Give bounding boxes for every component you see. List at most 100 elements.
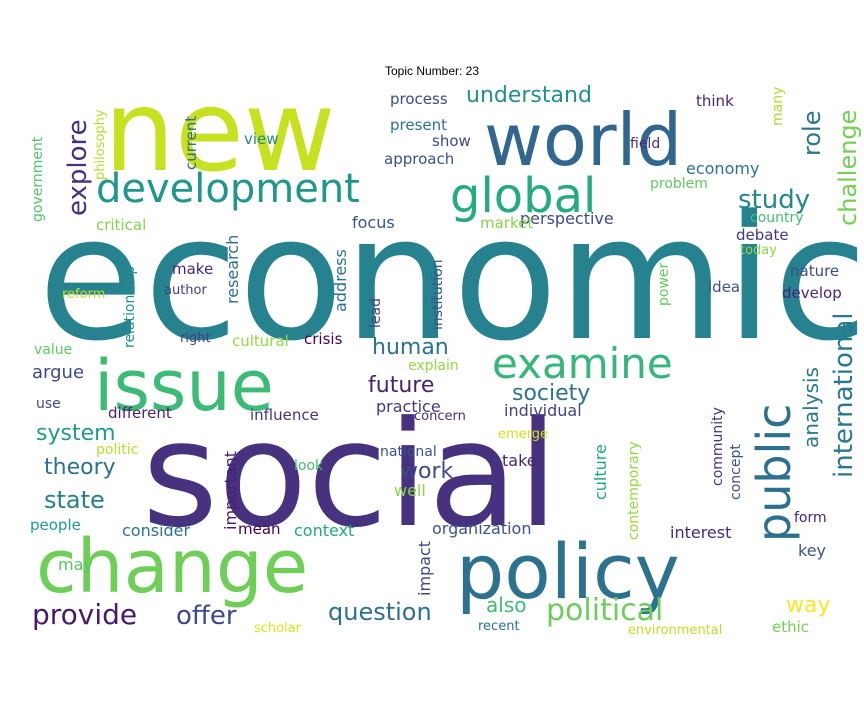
word-market: market bbox=[480, 214, 533, 232]
word-philosophy: philosophy bbox=[93, 109, 108, 180]
word-address: address bbox=[331, 249, 350, 312]
word-work: work bbox=[400, 459, 453, 484]
word-theory: theory bbox=[44, 455, 116, 480]
word-environmental: environmental bbox=[628, 623, 722, 638]
word-provide: provide bbox=[32, 598, 137, 631]
word-concern: concern bbox=[414, 409, 466, 424]
word-explain: explain bbox=[408, 358, 459, 374]
word-politic: politic bbox=[96, 442, 138, 458]
word-role: role bbox=[798, 111, 826, 156]
word-policy: policy bbox=[456, 527, 680, 616]
word-society: society bbox=[512, 381, 590, 406]
word-influence: influence bbox=[250, 406, 319, 424]
word-consider: consider bbox=[122, 521, 191, 540]
word-change: change bbox=[36, 524, 308, 610]
word-institution: institution bbox=[430, 259, 446, 330]
word-key: key bbox=[798, 541, 826, 560]
word-social: social bbox=[142, 390, 558, 560]
word-culture: culture bbox=[591, 444, 610, 500]
word-practice: practice bbox=[376, 397, 441, 416]
word-make: make bbox=[172, 260, 213, 278]
word-focus: focus bbox=[352, 213, 395, 232]
word-show: show bbox=[432, 132, 471, 150]
word-issue: issue bbox=[94, 345, 274, 427]
word-offer: offer bbox=[176, 601, 237, 631]
word-lead: lead bbox=[368, 298, 384, 328]
word-context: context bbox=[294, 521, 354, 540]
word-ethic: ethic bbox=[772, 618, 809, 636]
word-state: state bbox=[44, 486, 105, 514]
word-system: system bbox=[36, 421, 116, 446]
word-new: new bbox=[104, 67, 336, 197]
word-understand: understand bbox=[466, 83, 592, 108]
word-community: community bbox=[710, 407, 726, 486]
word-challenge: challenge bbox=[834, 110, 862, 226]
word-concept: concept bbox=[728, 444, 744, 500]
word-organization: organization bbox=[432, 519, 531, 538]
word-mean: mean bbox=[238, 520, 281, 538]
word-government: government bbox=[30, 136, 46, 222]
word-nature: nature bbox=[790, 262, 839, 280]
word-research: research bbox=[223, 235, 242, 304]
word-scholar: scholar bbox=[254, 621, 302, 636]
word-interest: interest bbox=[670, 523, 731, 542]
word-crisis: crisis bbox=[304, 330, 343, 348]
word-well: well bbox=[394, 481, 426, 500]
word-question: question bbox=[328, 598, 432, 626]
word-idea: idea bbox=[708, 278, 740, 296]
word-international: international bbox=[829, 313, 859, 479]
word-value: value bbox=[34, 342, 72, 358]
word-reform: reform bbox=[62, 287, 105, 302]
word-many: many bbox=[770, 87, 786, 126]
word-economic: economic bbox=[38, 178, 864, 379]
word-look: look bbox=[294, 458, 324, 474]
word-analysis: analysis bbox=[799, 367, 823, 448]
word-think: think bbox=[696, 92, 734, 110]
word-people: people bbox=[30, 516, 81, 534]
word-field: field bbox=[630, 136, 660, 152]
word-explore: explore bbox=[63, 119, 93, 216]
word-form: form bbox=[794, 510, 827, 526]
word-world: world bbox=[484, 98, 682, 182]
word-important: important bbox=[221, 451, 240, 530]
word-process: process bbox=[390, 90, 448, 108]
word-view: view bbox=[244, 130, 279, 148]
word-contemporary: contemporary bbox=[626, 441, 642, 540]
word-study: study bbox=[738, 185, 810, 215]
word-develop: develop bbox=[782, 284, 842, 302]
word-relationship: relationship bbox=[122, 266, 138, 348]
word-examine: examine bbox=[492, 339, 673, 388]
word-development: development bbox=[96, 166, 360, 212]
word-impact: impact bbox=[415, 541, 434, 596]
word-debate: debate bbox=[736, 226, 789, 244]
word-economy: economy bbox=[686, 159, 759, 178]
word-author: author bbox=[164, 283, 207, 298]
word-also: also bbox=[486, 593, 526, 617]
word-approach: approach bbox=[384, 150, 454, 168]
word-public: public bbox=[747, 404, 801, 542]
word-country: country bbox=[750, 210, 804, 226]
word-perspective: perspective bbox=[520, 209, 614, 228]
word-take: take bbox=[502, 451, 537, 470]
word-right: right bbox=[180, 331, 211, 346]
word-cultural: cultural bbox=[232, 332, 289, 350]
word-individual: individual bbox=[504, 401, 582, 420]
word-human: human bbox=[372, 335, 449, 360]
word-problem: problem bbox=[650, 176, 708, 192]
word-present: present bbox=[390, 116, 447, 134]
word-political: political bbox=[546, 593, 663, 628]
plot-title: Topic Number: 23 bbox=[384, 64, 480, 78]
word-critical: critical bbox=[96, 216, 146, 234]
word-may: may bbox=[58, 555, 93, 574]
word-use: use bbox=[36, 396, 61, 412]
word-different: different bbox=[108, 404, 172, 422]
word-power: power bbox=[656, 262, 672, 306]
word-argue: argue bbox=[32, 362, 84, 383]
word-emerge: emerge bbox=[498, 427, 548, 442]
word-global: global bbox=[450, 168, 596, 224]
word-current: current bbox=[182, 116, 200, 170]
word-today: today bbox=[740, 243, 777, 258]
word-way: way bbox=[786, 593, 831, 618]
